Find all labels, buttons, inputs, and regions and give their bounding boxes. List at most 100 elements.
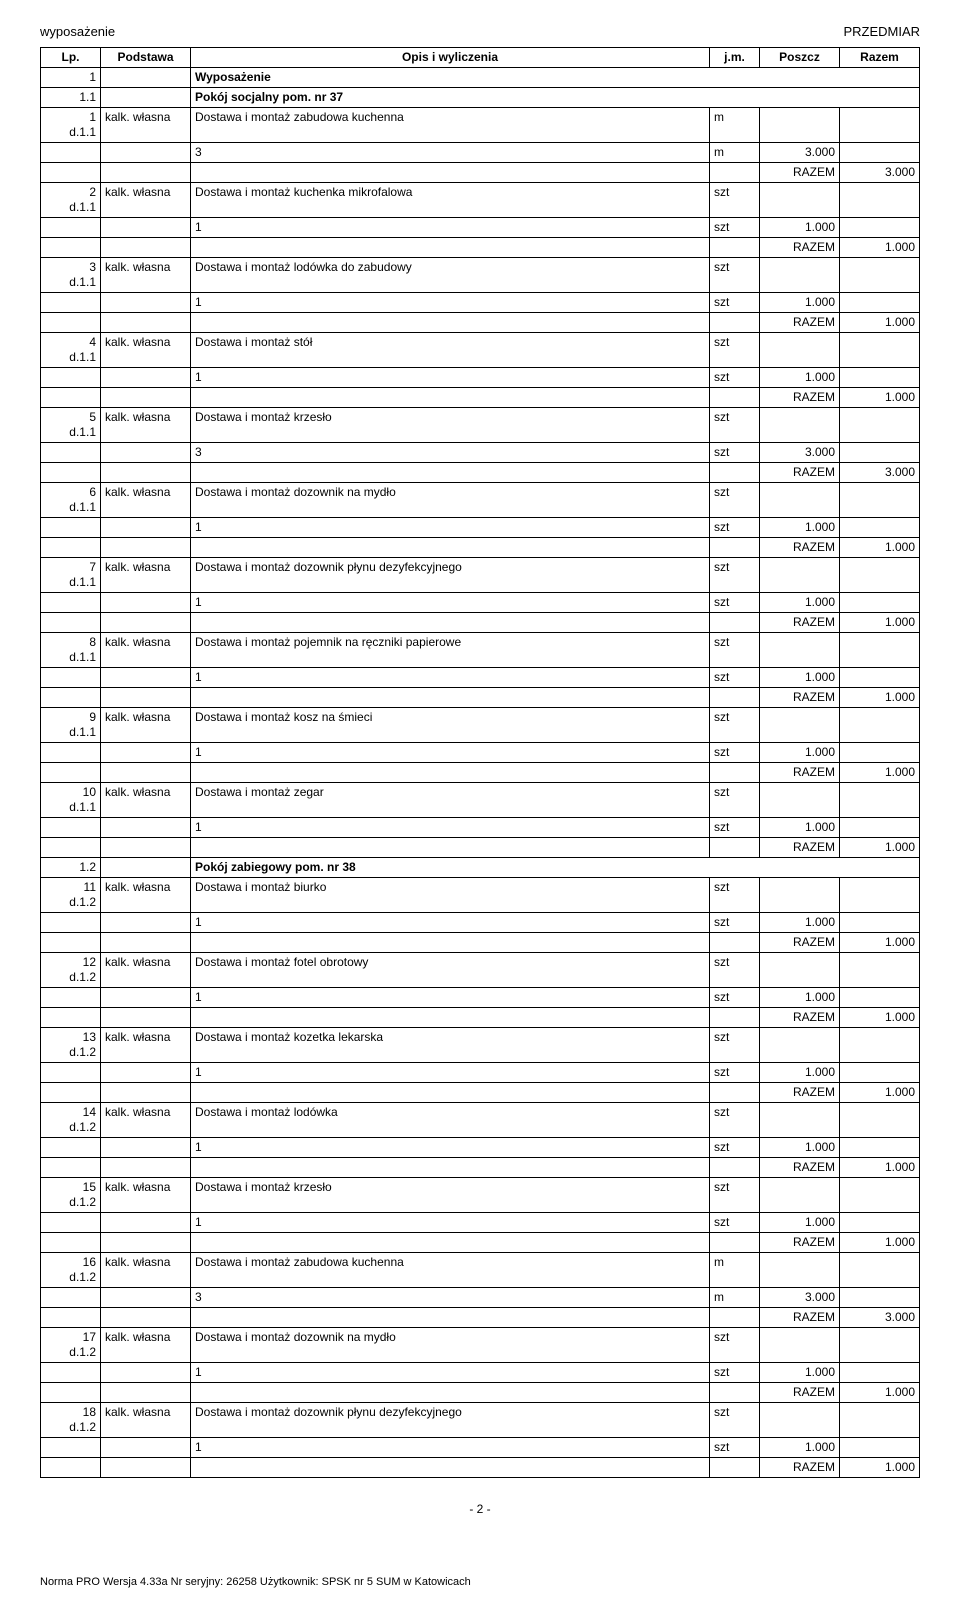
razem-jm [710,1158,760,1178]
section-row: 1Wyposażenie [41,68,920,88]
razem-lp [41,1008,101,1028]
razem-lp [41,613,101,633]
item-jm: szt [710,183,760,218]
calc-pod [101,1288,191,1308]
col-opis: Opis i wyliczenia [191,48,710,68]
item-row: 13d.1.2kalk. własnaDostawa i montaż koze… [41,1028,920,1063]
item-jm: szt [710,333,760,368]
calc-jm: szt [710,668,760,688]
calc-pod [101,818,191,838]
item-row: 17d.1.2kalk. własnaDostawa i montaż dozo… [41,1328,920,1363]
calc-row: 3m3.000 [41,1288,920,1308]
calc-pod [101,593,191,613]
calc-opis: 1 [191,743,710,763]
item-row: 15d.1.2kalk. własnaDostawa i montaż krze… [41,1178,920,1213]
calc-poszcz: 1.000 [760,368,840,388]
calc-lp [41,1363,101,1383]
item-podstawa: kalk. własna [101,1403,191,1438]
razem-pod [101,1383,191,1403]
item-podstawa: kalk. własna [101,708,191,743]
item-razem [840,183,920,218]
razem-label: RAZEM [760,933,840,953]
calc-lp [41,1138,101,1158]
item-razem [840,1028,920,1063]
item-opis: Dostawa i montaż kuchenka mikrofalowa [191,183,710,218]
section-lp: 1.1 [41,88,101,108]
calc-opis: 1 [191,1213,710,1233]
razem-row: RAZEM1.000 [41,1083,920,1103]
razem-value: 1.000 [840,1083,920,1103]
calc-lp [41,1438,101,1458]
razem-value: 1.000 [840,1008,920,1028]
razem-jm [710,1383,760,1403]
calc-row: 1szt1.000 [41,743,920,763]
razem-lp [41,1233,101,1253]
item-razem [840,1328,920,1363]
razem-value: 1.000 [840,933,920,953]
item-razem [840,258,920,293]
razem-jm [710,238,760,258]
razem-opis [191,238,710,258]
item-podstawa: kalk. własna [101,1103,191,1138]
section-pod [101,88,191,108]
razem-label: RAZEM [760,163,840,183]
item-lp: 5d.1.1 [41,408,101,443]
col-razem: Razem [840,48,920,68]
calc-row: 1szt1.000 [41,218,920,238]
razem-lp [41,688,101,708]
calc-poszcz: 3.000 [760,143,840,163]
section-row: 1.1Pokój socjalny pom. nr 37 [41,88,920,108]
razem-opis [191,463,710,483]
calc-pod [101,1438,191,1458]
item-lp: 11d.1.2 [41,878,101,913]
calc-poszcz: 1.000 [760,593,840,613]
item-razem [840,483,920,518]
item-poszcz [760,108,840,143]
header-right: PRZEDMIAR [843,24,920,39]
calc-jm: szt [710,1438,760,1458]
calc-poszcz: 1.000 [760,218,840,238]
item-razem [840,108,920,143]
razem-opis [191,933,710,953]
razem-row: RAZEM1.000 [41,1158,920,1178]
razem-row: RAZEM3.000 [41,163,920,183]
calc-jm: szt [710,593,760,613]
calc-lp [41,593,101,613]
calc-jm: szt [710,913,760,933]
razem-row: RAZEM1.000 [41,688,920,708]
razem-jm [710,688,760,708]
item-row: 12d.1.2kalk. własnaDostawa i montaż fote… [41,953,920,988]
razem-opis [191,163,710,183]
calc-poszcz: 3.000 [760,443,840,463]
item-jm: m [710,108,760,143]
item-jm: szt [710,1028,760,1063]
razem-pod [101,238,191,258]
razem-label: RAZEM [760,1458,840,1478]
item-opis: Dostawa i montaż kozetka lekarska [191,1028,710,1063]
item-poszcz [760,1178,840,1213]
item-opis: Dostawa i montaż zegar [191,783,710,818]
razem-pod [101,838,191,858]
razem-jm [710,933,760,953]
calc-row: 1szt1.000 [41,1213,920,1233]
razem-opis [191,313,710,333]
calc-razem [840,518,920,538]
item-podstawa: kalk. własna [101,1178,191,1213]
calc-pod [101,443,191,463]
item-podstawa: kalk. własna [101,408,191,443]
razem-value: 3.000 [840,463,920,483]
item-row: 7d.1.1kalk. własnaDostawa i montaż dozow… [41,558,920,593]
item-razem [840,408,920,443]
razem-lp [41,1383,101,1403]
calc-opis: 1 [191,1438,710,1458]
calc-pod [101,1363,191,1383]
calc-opis: 3 [191,143,710,163]
calc-lp [41,743,101,763]
calc-poszcz: 1.000 [760,818,840,838]
razem-value: 1.000 [840,538,920,558]
calc-jm: szt [710,818,760,838]
razem-label: RAZEM [760,238,840,258]
razem-row: RAZEM1.000 [41,313,920,333]
razem-row: RAZEM1.000 [41,838,920,858]
razem-pod [101,1233,191,1253]
